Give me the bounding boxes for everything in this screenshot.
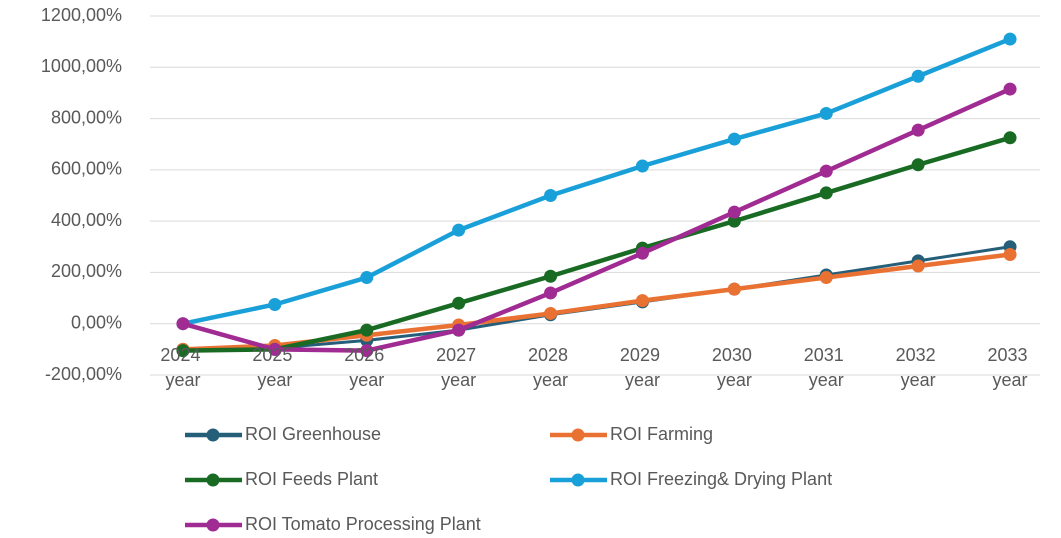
x-tick-label: 2025 year [252, 345, 297, 390]
data-point [819, 186, 833, 200]
legend-item: ROI Feeds Plant [185, 469, 378, 489]
data-point [544, 286, 558, 300]
data-point [452, 323, 466, 337]
data-point [635, 159, 649, 173]
x-tick-label: 2027 year [436, 345, 481, 390]
series-line [182, 135, 1011, 353]
legend-label: ROI Freezing& Drying Plant [610, 469, 832, 489]
legend-marker [206, 518, 220, 532]
data-point [176, 344, 190, 358]
data-point [360, 323, 374, 337]
data-point [911, 158, 925, 172]
data-point [452, 223, 466, 237]
data-point [819, 271, 833, 285]
y-tick-label: 0,00% [71, 312, 122, 332]
legend-marker [206, 473, 220, 487]
data-point [360, 344, 374, 358]
y-tick-label: 1200,00% [41, 5, 122, 25]
legend-label: ROI Greenhouse [245, 424, 381, 444]
x-tick-label: 2029 year [620, 345, 665, 390]
y-tick-label: 200,00% [51, 261, 122, 281]
x-tick-label: 2028 year [528, 345, 573, 390]
data-point [452, 296, 466, 310]
x-tick-label: 2024 year [160, 345, 205, 390]
x-tick-label: 2026 year [344, 345, 389, 390]
data-point [727, 132, 741, 146]
data-point [544, 189, 558, 202]
data-point [1003, 247, 1017, 261]
legend-label: ROI Tomato Processing Plant [245, 514, 481, 534]
x-tick-label: 2031 year [804, 345, 849, 390]
series-line [182, 252, 1011, 352]
data-point [727, 214, 741, 228]
series-line [182, 87, 1011, 353]
data-point [727, 205, 741, 219]
legend-item: ROI Tomato Processing Plant [185, 514, 481, 534]
x-tick-label: 2030 year [712, 345, 757, 390]
data-point [544, 269, 558, 283]
legend-item: ROI Farming [550, 424, 713, 444]
data-point [268, 297, 282, 311]
data-point [727, 282, 741, 296]
data-point [176, 317, 190, 331]
legend-marker [206, 428, 220, 442]
data-point [819, 106, 833, 120]
data-point [1003, 82, 1017, 96]
data-point [635, 294, 649, 308]
x-tick-label: 2033 year [988, 345, 1033, 390]
legend-label: ROI Farming [610, 424, 713, 444]
x-tick-label: 2032 year [896, 345, 941, 390]
legend-item: ROI Greenhouse [185, 424, 381, 444]
y-tick-label: 600,00% [51, 159, 122, 179]
data-point [1003, 131, 1017, 145]
series-line [182, 36, 1011, 326]
legend-label: ROI Feeds Plant [245, 469, 378, 489]
data-point [268, 342, 282, 356]
data-point [360, 271, 374, 285]
data-point [544, 306, 558, 320]
data-point [819, 164, 833, 178]
y-tick-label: -200,00% [45, 364, 122, 384]
data-point [911, 123, 925, 137]
y-tick-label: 800,00% [51, 107, 122, 127]
y-tick-label: 400,00% [51, 210, 122, 230]
data-point [635, 246, 649, 260]
data-point [911, 259, 925, 273]
data-point [911, 69, 925, 83]
legend-marker [571, 473, 585, 487]
y-tick-label: 1000,00% [41, 56, 122, 76]
legend-marker [571, 428, 585, 442]
data-point [1003, 32, 1017, 46]
legend-item: ROI Freezing& Drying Plant [550, 469, 832, 489]
